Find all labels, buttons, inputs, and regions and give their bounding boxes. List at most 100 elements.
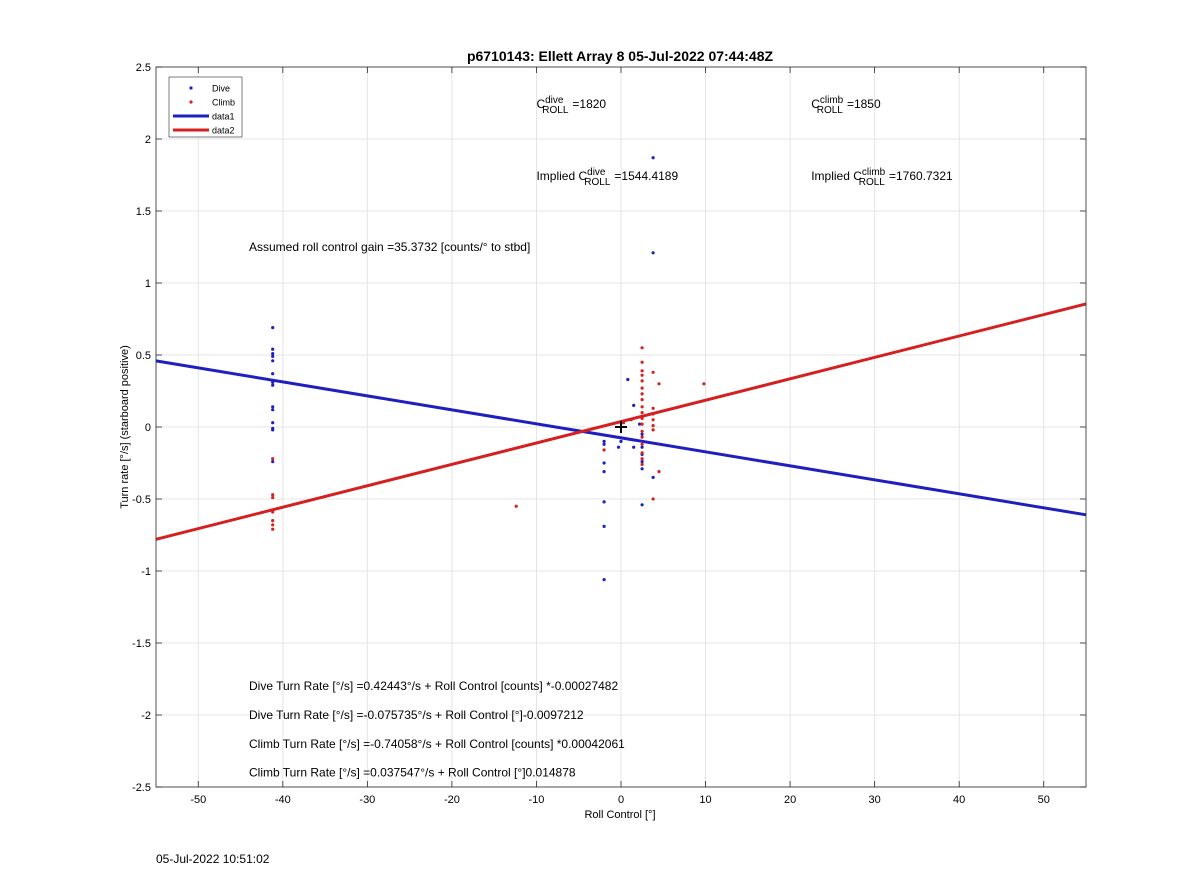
point-climb [640, 422, 644, 426]
legend-label-dive: Dive [212, 84, 230, 94]
y-axis-label: Turn rate [°/s] (starboard positive) [119, 345, 131, 509]
point-dive [271, 428, 275, 432]
annotation-c-roll-climb: Cclimb ROLL =1850 [811, 95, 881, 116]
point-dive [271, 380, 275, 384]
point-climb [640, 405, 644, 409]
point-dive [651, 251, 655, 255]
y-tick-label: 1 [145, 278, 151, 290]
point-climb [702, 382, 706, 386]
point-climb [621, 421, 626, 425]
point-climb [271, 523, 275, 527]
point-climb [640, 392, 644, 396]
point-dive [271, 326, 275, 330]
point-climb [271, 527, 275, 531]
point-climb [651, 412, 655, 416]
point-dive [271, 383, 275, 387]
point-dive [640, 432, 644, 436]
tick-labels: -50 -40 -30 -20 -10 0 10 20 30 40 50-2.5-2-1.5-1-0… [132, 62, 1050, 806]
x-tick-label: -40 [275, 794, 291, 806]
point-climb [640, 462, 644, 466]
point-dive [602, 578, 606, 582]
point-climb [640, 346, 644, 350]
point-dive [602, 461, 606, 465]
x-tick-label: 30 [869, 794, 881, 806]
point-climb [651, 406, 655, 410]
point-dive [271, 460, 275, 464]
point-dive [602, 439, 606, 443]
y-tick-label: -1.5 [132, 638, 151, 650]
fit-line-data1 [155, 359, 1087, 517]
point-climb [640, 398, 644, 402]
point-climb [651, 428, 655, 432]
axes-frame [155, 66, 1087, 788]
data-points [271, 156, 706, 582]
annotations: Cdive ROLL =1820 Cclimb ROLL =1850 Implied Cdi… [249, 95, 953, 780]
point-climb [651, 370, 655, 374]
annotation-eq3: Climb Turn Rate [°/s] =-0.74058°/s + Rol… [249, 737, 625, 751]
legend-label-data1: data1 [212, 112, 235, 122]
point-dive [640, 503, 644, 507]
point-dive [271, 347, 275, 351]
point-dive [271, 405, 275, 409]
x-tick-label: 20 [784, 794, 796, 806]
annotation-implied-climb: Implied Cclimb ROLL =1760.7321 [811, 167, 953, 188]
y-tick-label: -2.5 [132, 782, 151, 794]
point-dive [640, 467, 644, 471]
legend-swatch-climb [189, 100, 193, 104]
x-tick-label: -10 [529, 794, 545, 806]
point-climb [640, 451, 644, 455]
point-dive [602, 500, 606, 504]
point-dive [651, 475, 655, 479]
x-tick-label: 50 [1038, 794, 1050, 806]
point-climb [657, 382, 661, 386]
y-tick-label: 1.5 [136, 206, 151, 218]
point-climb [271, 496, 275, 500]
print-timestamp: 05-Jul-2022 10:51:02 [156, 852, 270, 866]
point-climb [514, 504, 518, 508]
y-tick-label: 2 [145, 134, 151, 146]
legend-box [168, 76, 243, 138]
point-dive [271, 359, 275, 363]
x-tick-label: 40 [953, 794, 965, 806]
point-climb [271, 493, 275, 497]
point-climb [640, 457, 644, 461]
y-tick-label: 0 [145, 422, 151, 434]
annotation-c-roll-dive: Cdive ROLL =1820 [536, 95, 606, 116]
x-tick-label: 10 [699, 794, 711, 806]
point-climb [602, 448, 606, 452]
point-dive [619, 439, 623, 443]
y-tick-label: -2 [141, 710, 151, 722]
annotation-eq2: Dive Turn Rate [°/s] =-0.075735°/s + Rol… [249, 708, 584, 722]
point-climb [657, 470, 661, 474]
x-tick-label: -50 [190, 794, 206, 806]
point-climb [640, 429, 644, 433]
point-dive [602, 470, 606, 474]
point-climb [271, 510, 275, 514]
point-dive [632, 403, 636, 407]
point-climb [271, 519, 275, 523]
point-dive [640, 445, 644, 449]
point-dive [626, 377, 630, 382]
point-climb [629, 418, 633, 422]
y-tick-label: 0.5 [136, 350, 151, 362]
point-climb [640, 360, 644, 364]
legend-label-climb: Climb [212, 98, 235, 108]
point-climb [640, 386, 644, 390]
point-climb [640, 379, 644, 383]
point-dive [602, 524, 606, 529]
point-dive [616, 445, 621, 449]
point-climb [640, 369, 644, 373]
point-dive [638, 422, 642, 426]
point-climb [640, 435, 644, 439]
point-climb [651, 497, 655, 501]
point-dive [271, 408, 275, 412]
y-tick-label: -1 [141, 566, 151, 578]
y-tick-label: -0.5 [132, 494, 151, 506]
point-dive [271, 372, 275, 376]
legend: Dive Climb data1 data2 [168, 76, 243, 138]
point-dive [602, 442, 606, 446]
point-climb [640, 416, 644, 420]
x-tick-label: -30 [359, 794, 375, 806]
